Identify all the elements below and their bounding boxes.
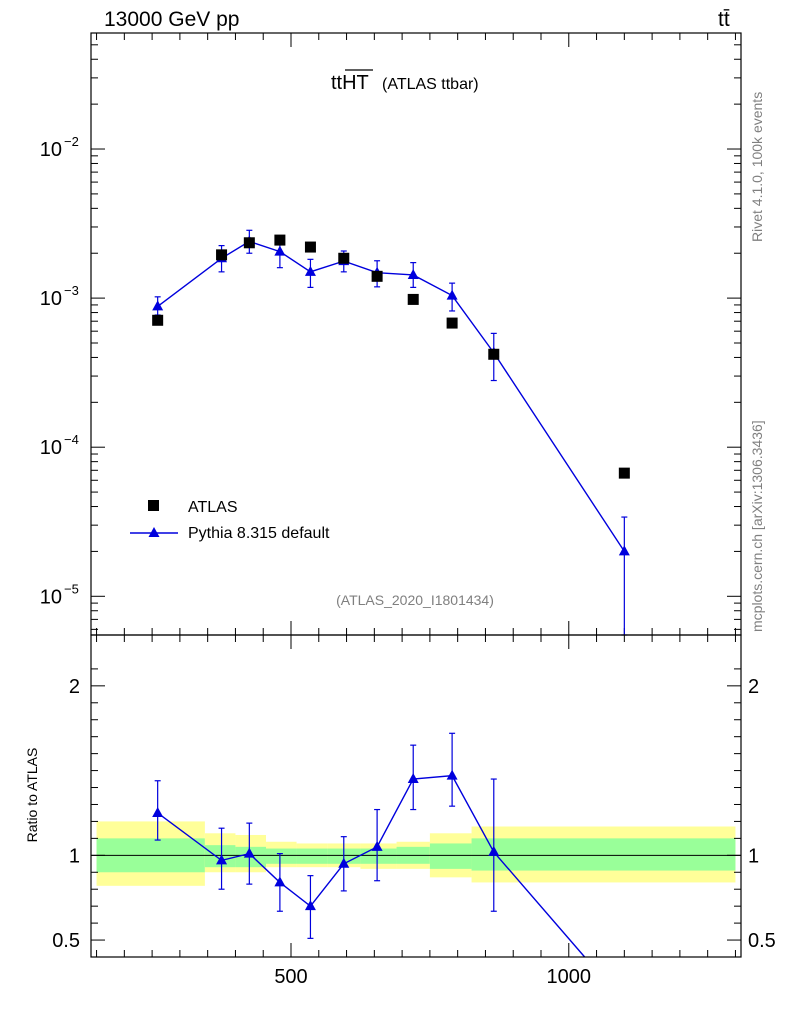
ratio-band-inner bbox=[296, 848, 328, 864]
top-y-tick-exponent: −5 bbox=[64, 581, 79, 596]
ratio-band-inner bbox=[360, 848, 397, 864]
ratio-point bbox=[371, 840, 383, 851]
analysis-id: (ATLAS_2020_I1801434) bbox=[336, 592, 494, 608]
ratio-y-tick-labels: 0.5 0.5 1 1 2 2 bbox=[52, 676, 776, 952]
top-y-tick-exponent: −2 bbox=[64, 134, 79, 149]
data-point bbox=[152, 314, 164, 326]
ratio-band-inner bbox=[266, 848, 297, 864]
top-y-tick-label: 10 bbox=[40, 437, 62, 459]
top-axis-ticks bbox=[91, 32, 741, 635]
data-point bbox=[304, 241, 316, 253]
rivet-info: Rivet 4.1.0, 100k events bbox=[749, 92, 765, 242]
ratio-plot: 0.5 0.5 1 1 2 2 500 1000 Ratio to ATLAS bbox=[24, 635, 776, 988]
ratio-point bbox=[152, 806, 164, 817]
mc-point bbox=[304, 265, 316, 276]
ratio-point bbox=[407, 773, 419, 784]
top-plot: ttHT (ATLAS ttbar) (ATLAS_2020_I1801434)… bbox=[40, 32, 741, 636]
ratio-point bbox=[243, 847, 255, 858]
ratio-y-tick-label-right: 1 bbox=[748, 845, 759, 867]
ratio-point bbox=[274, 876, 286, 887]
top-frame bbox=[90, 32, 742, 636]
ratio-y-tick-label-left: 2 bbox=[69, 676, 80, 698]
x-tick-label: 1000 bbox=[547, 966, 592, 988]
data-series bbox=[152, 234, 630, 479]
data-point bbox=[274, 234, 286, 246]
top-y-tick-label: 10 bbox=[40, 586, 62, 608]
top-y-tick-label: 10 bbox=[40, 139, 62, 161]
data-point bbox=[371, 270, 383, 282]
mc-point bbox=[446, 289, 458, 300]
x-tick-labels: 500 1000 bbox=[274, 966, 591, 988]
ratio-point bbox=[446, 769, 458, 780]
ratio-mc-series bbox=[152, 732, 586, 958]
data-point bbox=[216, 249, 228, 261]
ratio-band-inner bbox=[429, 843, 472, 869]
data-point bbox=[407, 293, 419, 305]
ratio-point bbox=[304, 900, 316, 911]
ratio-y-tick-label-left: 0.5 bbox=[52, 930, 80, 952]
ratio-frame bbox=[90, 634, 742, 958]
ratio-point bbox=[216, 854, 228, 865]
legend-data-label: ATLAS bbox=[188, 499, 238, 516]
data-point bbox=[243, 237, 255, 249]
ratio-y-axis-title: Ratio to ATLAS bbox=[24, 748, 40, 843]
data-point bbox=[618, 467, 630, 479]
process-label: tt̄ bbox=[718, 8, 730, 31]
mc-series bbox=[152, 229, 630, 636]
top-y-tick-exponent: −3 bbox=[64, 283, 79, 298]
mc-point bbox=[618, 545, 630, 556]
top-y-tick-labels: 10−510−410−310−2 bbox=[40, 134, 79, 608]
mc-point bbox=[407, 268, 419, 279]
top-y-tick-label: 10 bbox=[40, 288, 62, 310]
legend-mc-label: Pythia 8.315 default bbox=[188, 525, 330, 542]
x-tick-label: 500 bbox=[274, 966, 307, 988]
ratio-y-tick-label-right: 0.5 bbox=[748, 930, 776, 952]
mcplots-info: mcplots.cern.ch [arXiv:1306.3436] bbox=[749, 420, 765, 632]
ratio-y-tick-label-left: 1 bbox=[69, 845, 80, 867]
top-y-tick-exponent: −4 bbox=[64, 432, 79, 447]
energy-label: 13000 GeV pp bbox=[104, 8, 239, 31]
legend: ATLAS Pythia 8.315 default bbox=[130, 499, 330, 542]
mc-point bbox=[274, 245, 286, 256]
ratio-axis-ticks bbox=[91, 635, 741, 957]
legend-mc-marker bbox=[148, 527, 160, 537]
ratio-band-inner bbox=[471, 838, 736, 871]
data-point bbox=[338, 252, 350, 264]
mc-point bbox=[152, 300, 164, 311]
plot-title: ttHT bbox=[331, 72, 369, 94]
ratio-point bbox=[338, 857, 350, 868]
ratio-uncertainty-bands bbox=[96, 821, 736, 886]
plot-subtitle: (ATLAS ttbar) bbox=[382, 76, 479, 93]
data-point bbox=[446, 317, 458, 329]
ratio-point bbox=[488, 845, 500, 856]
legend-data-marker bbox=[148, 500, 159, 511]
ratio-y-tick-label-right: 2 bbox=[748, 676, 759, 698]
ratio-band-inner bbox=[204, 845, 236, 868]
data-point bbox=[488, 348, 500, 360]
